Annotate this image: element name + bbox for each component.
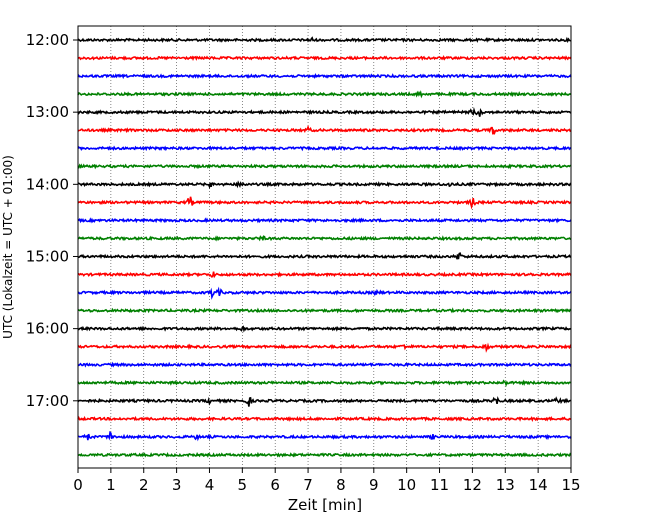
y-tick-label: 17:00: [26, 392, 69, 410]
trace-line: [77, 307, 572, 314]
trace-line: [77, 163, 572, 170]
trace-line: [77, 286, 572, 300]
y-tick-label: 12:00: [26, 31, 69, 49]
trace-group: [77, 36, 572, 458]
x-tick-label: 1: [106, 476, 116, 494]
x-tick-label: 5: [238, 476, 248, 494]
trace-line: [77, 90, 572, 99]
x-tick-label: 9: [369, 476, 379, 494]
x-tick-label: 10: [397, 476, 416, 494]
trace-line: [77, 252, 572, 261]
y-tick-label: 14:00: [26, 175, 69, 193]
x-tick-label: 3: [172, 476, 182, 494]
x-tick-label: 8: [336, 476, 346, 494]
x-tick-label: 12: [463, 476, 482, 494]
trace-line: [77, 396, 572, 407]
x-tick-label: 0: [73, 476, 83, 494]
trace-line: [77, 361, 572, 368]
y-tick-label: 15:00: [26, 247, 69, 265]
x-tick-label: 4: [205, 476, 215, 494]
x-tick-label: 11: [430, 476, 449, 494]
trace-line: [77, 379, 572, 388]
y-axis-label: UTC (Lokalzeit = UTC + 01:00): [1, 155, 15, 339]
x-tick-label: 13: [496, 476, 515, 494]
trace-line: [77, 325, 572, 333]
y-axis-ticks: 12:00 13:00 14:00 15:00 16:00 17:00: [26, 31, 78, 410]
x-tick-label: 2: [139, 476, 149, 494]
trace-line: [77, 430, 572, 442]
x-tick-label: 6: [270, 476, 280, 494]
trace-line: [77, 271, 572, 279]
trace-line: [77, 235, 572, 242]
trace-line: [77, 106, 572, 117]
trace-line: [77, 124, 572, 136]
trace-line: [77, 415, 572, 422]
plot-frame: [77, 25, 572, 469]
x-tick-label: 7: [303, 476, 313, 494]
trace-line: [77, 36, 572, 44]
trace-line: [77, 217, 572, 224]
x-axis-ticks: 0 1 2 3 4 5 6 7 8 9 10 11 12 13 14 15: [73, 468, 581, 494]
y-tick-label: 16:00: [26, 320, 69, 338]
trace-line: [77, 145, 572, 152]
x-tick-label: 14: [529, 476, 548, 494]
y-tick-label: 13:00: [26, 103, 69, 121]
trace-line: [77, 180, 572, 190]
trace-line: [77, 196, 572, 210]
trace-line: [77, 451, 572, 458]
trace-line: [77, 72, 572, 80]
trace-line: [77, 342, 572, 353]
x-tick-label: 15: [561, 476, 580, 494]
trace-line: [77, 54, 572, 61]
x-axis-label: Zeit [min]: [288, 496, 362, 514]
